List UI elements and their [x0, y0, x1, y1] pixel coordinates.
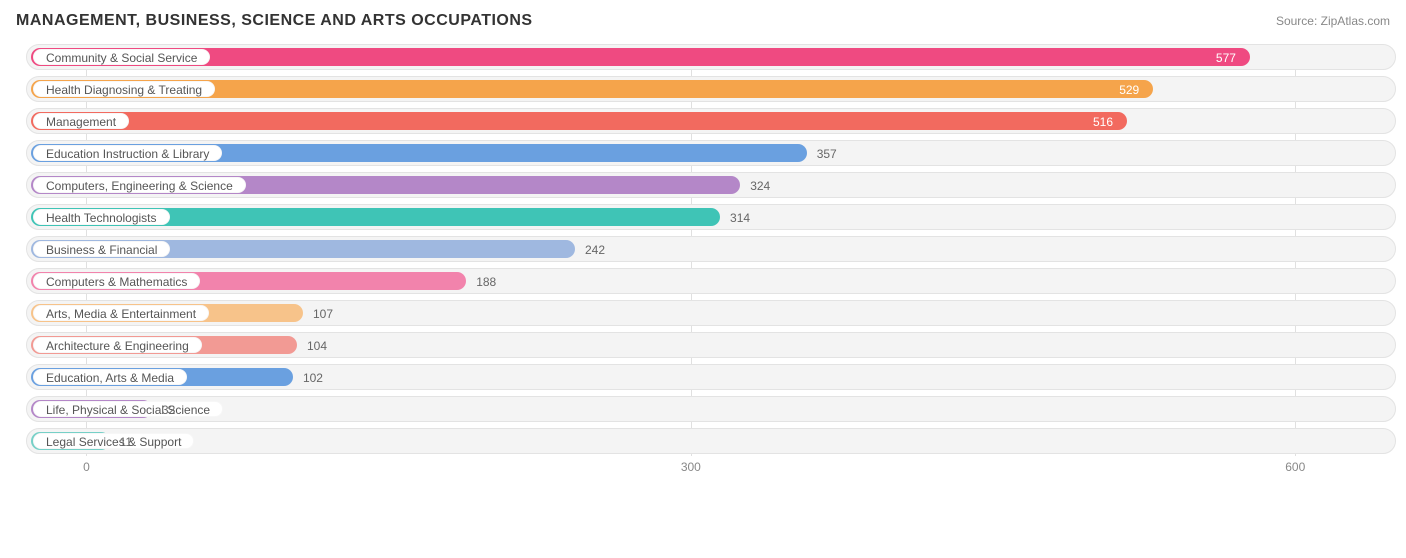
bar-label: Life, Physical & Social Science — [33, 401, 223, 417]
bar-track: Life, Physical & Social Science32 — [26, 396, 1396, 422]
bar-label: Computers & Mathematics — [33, 273, 200, 289]
bar-value: 516 — [1093, 109, 1113, 135]
bar-value: 188 — [476, 269, 496, 295]
chart-source: Source: ZipAtlas.com — [1276, 14, 1390, 28]
bar-row: Arts, Media & Entertainment 107 — [26, 300, 1396, 326]
bar-row: Computers & Mathematics 188 — [26, 268, 1396, 294]
bar-track: Architecture & Engineering 104 — [26, 332, 1396, 358]
bar-row: Architecture & Engineering 104 — [26, 332, 1396, 358]
bar-value: 529 — [1119, 77, 1139, 103]
source-name: ZipAtlas.com — [1321, 14, 1390, 28]
bar-track: Education Instruction & Library 357 — [26, 140, 1396, 166]
bar-value: 242 — [585, 237, 605, 263]
bar-label: Business & Financial — [33, 241, 170, 257]
bar-value: 314 — [730, 205, 750, 231]
bar-label: Health Technologists — [33, 209, 170, 225]
bar-label: Legal Services & Support — [33, 433, 194, 449]
bar-track: Computers & Mathematics 188 — [26, 268, 1396, 294]
bar-label: Management — [33, 113, 129, 129]
bar-label: Arts, Media & Entertainment — [33, 305, 209, 321]
occupation-bar-chart: Community & Social Service 577 Health Diag… — [16, 44, 1390, 484]
x-axis-tick: 300 — [681, 460, 701, 474]
bar-value: 357 — [817, 141, 837, 167]
bar-fill — [31, 48, 1250, 66]
bar-track: Community & Social Service 577 — [26, 44, 1396, 70]
bar-label: Health Diagnosing & Treating — [33, 81, 215, 97]
bar-row: Community & Social Service 577 — [26, 44, 1396, 70]
bar-row: Education Instruction & Library 357 — [26, 140, 1396, 166]
bar-value: 11 — [120, 429, 132, 455]
chart-header: MANAGEMENT, BUSINESS, SCIENCE AND ARTS O… — [16, 12, 1390, 30]
bar-value: 577 — [1216, 45, 1236, 71]
bar-row: Business & Financial 242 — [26, 236, 1396, 262]
bar-value: 104 — [307, 333, 327, 359]
x-axis-tick: 0 — [83, 460, 90, 474]
bar-track: Management 516 — [26, 108, 1396, 134]
source-prefix: Source: — [1276, 14, 1321, 28]
bar-label: Education Instruction & Library — [33, 145, 222, 161]
bar-track: Business & Financial 242 — [26, 236, 1396, 262]
bar-value: 102 — [303, 365, 323, 391]
bar-row: Education, Arts & Media 102 — [26, 364, 1396, 390]
bar-track: Education, Arts & Media 102 — [26, 364, 1396, 390]
bar-value: 32 — [162, 397, 175, 423]
bar-label: Education, Arts & Media — [33, 369, 187, 385]
bar-label: Community & Social Service — [33, 49, 210, 65]
bar-label: Computers, Engineering & Science — [33, 177, 246, 193]
bar-track: Legal Services & Support11 — [26, 428, 1396, 454]
bar-label: Architecture & Engineering — [33, 337, 202, 353]
bar-track: Health Technologists 314 — [26, 204, 1396, 230]
bar-track: Arts, Media & Entertainment 107 — [26, 300, 1396, 326]
bar-track: Health Diagnosing & Treating 529 — [26, 76, 1396, 102]
plot-area: Community & Social Service 577 Health Diag… — [26, 44, 1396, 484]
bar-row: Health Technologists 314 — [26, 204, 1396, 230]
bar-fill — [31, 112, 1127, 130]
bar-row: Life, Physical & Social Science32 — [26, 396, 1396, 422]
bar-track: Computers, Engineering & Science 324 — [26, 172, 1396, 198]
bar-row: Legal Services & Support11 — [26, 428, 1396, 454]
x-axis-tick: 600 — [1285, 460, 1305, 474]
bar-row: Health Diagnosing & Treating 529 — [26, 76, 1396, 102]
bar-value: 324 — [750, 173, 770, 199]
x-axis: 0 300 600 — [26, 460, 1396, 484]
chart-title: MANAGEMENT, BUSINESS, SCIENCE AND ARTS O… — [16, 12, 533, 30]
bar-value: 107 — [313, 301, 333, 327]
bar-row: Management 516 — [26, 108, 1396, 134]
bar-row: Computers, Engineering & Science 324 — [26, 172, 1396, 198]
